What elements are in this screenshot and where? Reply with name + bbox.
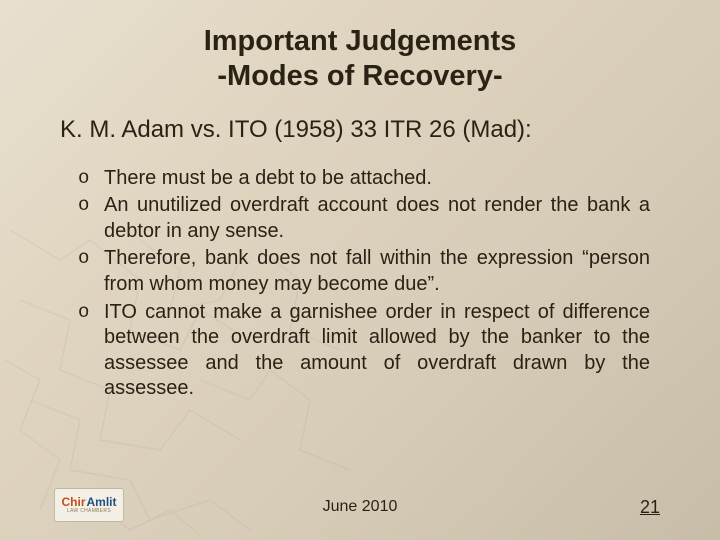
page-number: 21 bbox=[640, 497, 660, 518]
logo-subtext: LAW CHAMBERS bbox=[62, 509, 117, 514]
slide: Important Judgements -Modes of Recovery-… bbox=[0, 0, 720, 540]
logo-content: Chir Amlit LAW CHAMBERS bbox=[62, 496, 117, 514]
bullet-text: ITO cannot make a garnishee order in res… bbox=[104, 301, 650, 400]
case-citation: K. M. Adam vs. ITO (1958) 33 ITR 26 (Mad… bbox=[60, 116, 660, 144]
bullet-marker: o bbox=[78, 246, 89, 270]
bullet-text: There must be a debt to be attached. bbox=[104, 167, 432, 189]
firm-logo: Chir Amlit LAW CHAMBERS bbox=[54, 488, 124, 522]
bullet-marker: o bbox=[78, 300, 89, 324]
list-item: o Therefore, bank does not fall within t… bbox=[78, 246, 650, 297]
bullet-marker: o bbox=[78, 166, 89, 190]
bullet-text: Therefore, bank does not fall within the… bbox=[104, 247, 650, 295]
bullet-list: o There must be a debt to be attached. o… bbox=[78, 166, 650, 402]
list-item: o ITO cannot make a garnishee order in r… bbox=[78, 300, 650, 402]
logo-text-left: Chir bbox=[62, 496, 86, 508]
list-item: o There must be a debt to be attached. bbox=[78, 166, 650, 192]
logo-text-right: Amlit bbox=[87, 496, 117, 508]
slide-title: Important Judgements -Modes of Recovery- bbox=[60, 24, 660, 94]
title-line-1: Important Judgements bbox=[204, 25, 517, 57]
list-item: o An unutilized overdraft account does n… bbox=[78, 193, 650, 244]
bullet-marker: o bbox=[78, 193, 89, 217]
bullet-text: An unutilized overdraft account does not… bbox=[104, 194, 650, 242]
title-line-2: -Modes of Recovery- bbox=[217, 60, 502, 92]
